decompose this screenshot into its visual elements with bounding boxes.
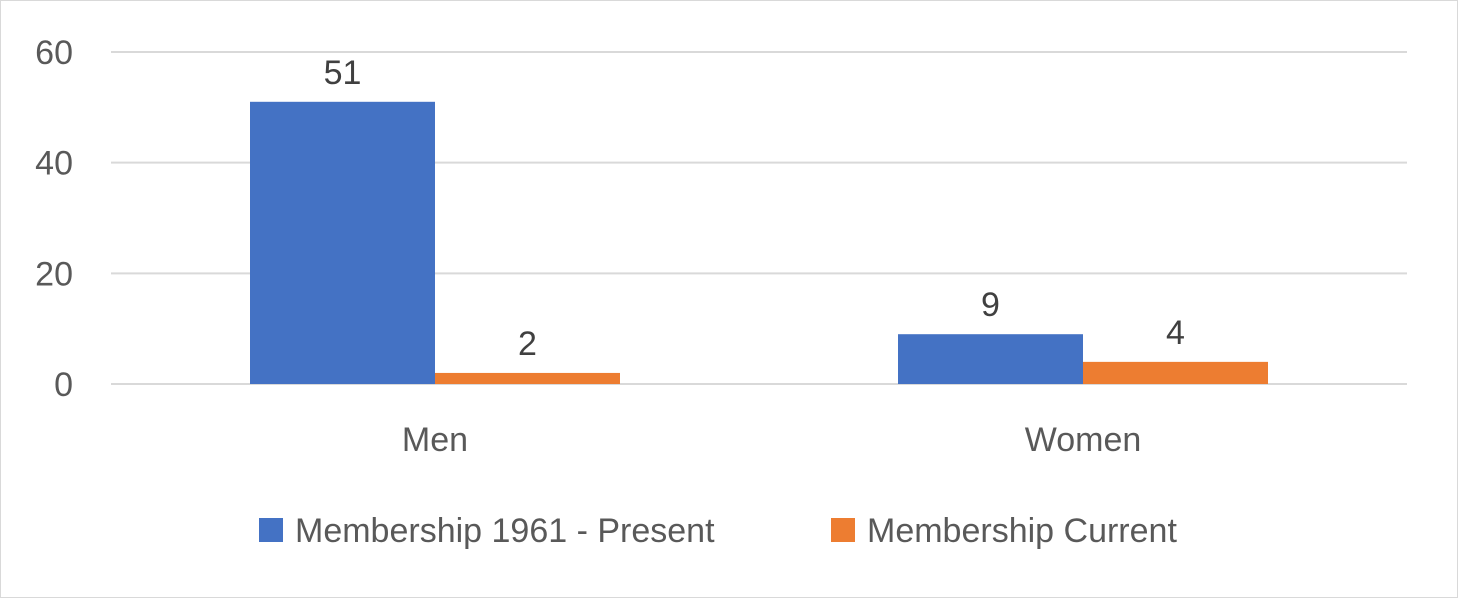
- legend: Membership 1961 - Present Membership Curr…: [259, 512, 1177, 550]
- legend-swatch: [259, 518, 283, 542]
- data-label: 51: [324, 54, 362, 92]
- y-tick-label: 20: [35, 255, 73, 293]
- legend-item: Membership 1961 - Present: [259, 512, 715, 550]
- x-category-label: Women: [1025, 421, 1142, 459]
- bars: [250, 101, 1268, 385]
- legend-swatch: [831, 518, 855, 542]
- data-label: 9: [981, 286, 1000, 324]
- x-category-label: Men: [402, 421, 468, 459]
- y-tick-label: 60: [35, 34, 73, 72]
- bar-women-series-2: [1083, 361, 1268, 384]
- legend-label: Membership Current: [867, 512, 1177, 550]
- data-label: 4: [1166, 314, 1185, 352]
- x-axis-category-labels: Men Women: [402, 421, 1141, 459]
- data-labels: 51 2 9 4: [324, 54, 1185, 363]
- bar-men-series-1: [250, 101, 435, 385]
- y-tick-label: 40: [35, 145, 73, 183]
- data-label: 2: [518, 325, 537, 363]
- legend-label: Membership 1961 - Present: [295, 512, 715, 550]
- y-axis-tick-labels: 0 20 40 60: [35, 34, 73, 404]
- bar-men-series-2: [435, 372, 620, 384]
- y-tick-label: 0: [54, 366, 73, 404]
- legend-item: Membership Current: [831, 512, 1177, 550]
- bar-women-series-1: [898, 334, 1083, 384]
